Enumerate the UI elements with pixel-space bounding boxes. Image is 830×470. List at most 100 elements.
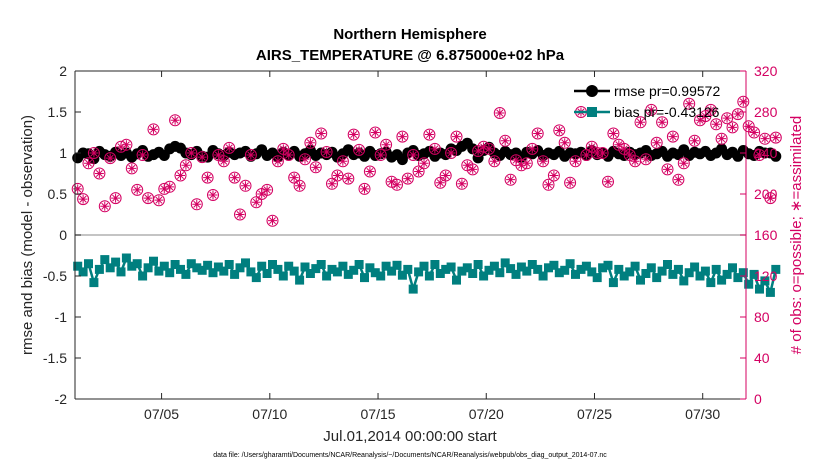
obs-possible-point — [558, 136, 571, 149]
obs-assimilated-point — [619, 144, 629, 154]
y-right-tick-label: 0 — [754, 391, 762, 407]
bias-point — [749, 269, 759, 279]
obs-assimilated-point — [284, 150, 294, 160]
y-right-tick-label: 320 — [754, 63, 778, 79]
bias-point — [668, 269, 678, 279]
obs-assimilated-point — [549, 171, 559, 181]
obs-assimilated-point — [262, 185, 272, 195]
bias-point — [533, 264, 543, 274]
obs-assimilated-point — [457, 179, 467, 189]
obs-assimilated-point — [560, 138, 570, 148]
obs-possible-point — [401, 172, 414, 185]
obs-assimilated-point — [170, 115, 180, 125]
obs-assimilated-point — [332, 171, 342, 181]
obs-possible-point — [542, 178, 555, 191]
obs-assimilated-point — [73, 184, 83, 194]
bias-point — [381, 261, 391, 271]
bias-point — [278, 271, 288, 281]
obs-possible-point — [196, 151, 209, 164]
obs-possible-point — [293, 179, 306, 192]
obs-assimilated-point — [657, 117, 667, 127]
obs-assimilated-point — [700, 111, 710, 121]
obs-assimilated-point — [479, 142, 489, 152]
obs-assimilated-point — [305, 138, 315, 148]
bias-point — [332, 267, 342, 277]
series-group — [71, 95, 782, 297]
bias-point — [138, 271, 148, 281]
bias-point — [457, 266, 467, 276]
x-tick-label: 07/25 — [577, 406, 612, 422]
obs-assimilated-point — [94, 169, 104, 178]
legend-rmse-label: rmse pr=0.99572 — [614, 83, 720, 99]
obs-possible-point — [374, 149, 387, 161]
obs-possible-point — [666, 130, 679, 143]
bias-point — [246, 267, 256, 277]
bias-point — [370, 268, 380, 278]
bias-point — [73, 261, 83, 271]
obs-assimilated-point — [468, 164, 478, 174]
bias-point — [549, 260, 559, 270]
obs-possible-point — [683, 97, 696, 110]
bias-point — [652, 273, 662, 283]
bias-point — [435, 269, 445, 278]
obs-possible-point — [250, 196, 263, 209]
obs-assimilated-point — [652, 138, 662, 148]
bias-point — [251, 273, 261, 283]
obs-assimilated-point — [603, 177, 613, 187]
obs-assimilated-point — [349, 130, 359, 140]
obs-possible-point — [179, 159, 192, 172]
bias-point — [706, 278, 716, 288]
obs-possible-point — [423, 128, 436, 141]
obs-possible-point — [418, 157, 430, 170]
obs-assimilated-point — [316, 129, 326, 139]
y-axis-left-label: rmse and bias (model - observation) — [19, 115, 36, 355]
obs-possible-point — [488, 155, 501, 168]
obs-assimilated-point — [235, 210, 245, 219]
bias-point — [224, 260, 234, 269]
legend-bias-marker — [587, 107, 597, 117]
bias-point — [203, 260, 213, 270]
x-tick-label: 07/05 — [144, 406, 179, 422]
bias-point — [446, 262, 456, 272]
obs-assimilated-point — [165, 182, 175, 192]
x-tick-label: 07/10 — [252, 406, 287, 422]
obs-possible-point — [342, 172, 355, 185]
obs-possible-point — [207, 189, 219, 201]
bias-point — [728, 263, 737, 273]
obs-assimilated-point — [641, 154, 651, 164]
obs-possible-point — [190, 198, 203, 211]
obs-assimilated-point — [554, 125, 564, 135]
obs-assimilated-point — [143, 193, 153, 203]
obs-possible-point — [147, 123, 160, 136]
obs-assimilated-point — [495, 108, 505, 118]
bias-point — [397, 270, 407, 280]
obs-possible-point — [77, 193, 90, 206]
obs-assimilated-point — [527, 144, 537, 154]
obs-assimilated-point — [744, 121, 754, 131]
obs-assimilated-point — [635, 117, 645, 127]
bias-point — [284, 261, 294, 271]
obs-possible-point — [185, 147, 198, 159]
obs-possible-point — [152, 194, 165, 207]
obs-possible-point — [412, 165, 425, 178]
obs-possible-point — [315, 127, 328, 140]
y-right-tick-label: 160 — [754, 227, 778, 243]
bias-point — [614, 264, 624, 274]
obs-assimilated-point — [451, 132, 461, 142]
y-right-tick-label: 280 — [754, 104, 778, 120]
obs-possible-point — [266, 214, 279, 227]
obs-possible-point — [445, 147, 458, 159]
obs-assimilated-point — [192, 199, 202, 209]
obs-assimilated-point — [679, 158, 689, 168]
bias-point — [673, 264, 683, 274]
obs-assimilated-point — [533, 129, 543, 139]
obs-assimilated-point — [268, 216, 278, 226]
obs-assimilated-point — [186, 148, 196, 158]
bias-point — [717, 275, 727, 285]
bias-point — [468, 269, 478, 278]
obs-possible-point — [710, 118, 723, 131]
bias-point — [213, 262, 223, 272]
obs-assimilated-point — [289, 173, 299, 183]
obs-possible-point — [715, 132, 728, 145]
